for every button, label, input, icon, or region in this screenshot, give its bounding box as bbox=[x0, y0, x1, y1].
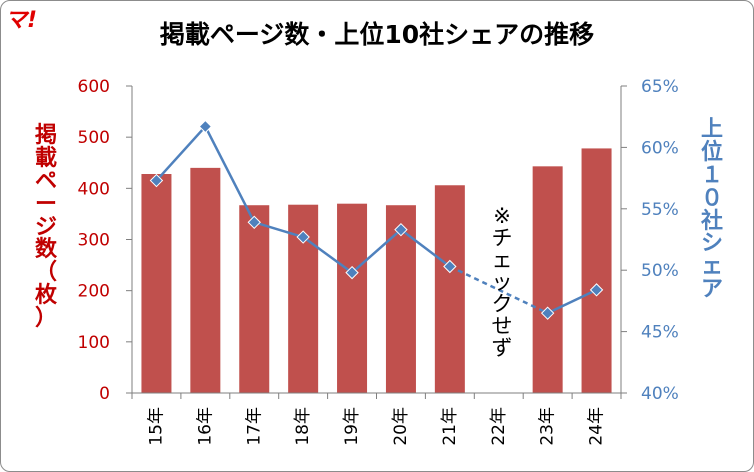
x-tick-label: 20年 bbox=[391, 407, 411, 446]
line-segment bbox=[351, 228, 402, 274]
right-tick-label: 45% bbox=[641, 323, 679, 343]
left-tick-label: 600 bbox=[78, 77, 110, 97]
bar-series bbox=[141, 148, 612, 393]
bar-15年 bbox=[141, 174, 172, 393]
line-point-16年 bbox=[198, 119, 213, 134]
line-point-17年 bbox=[247, 215, 261, 230]
axes bbox=[126, 85, 627, 399]
bar-21年 bbox=[434, 185, 465, 393]
bar-23年 bbox=[532, 166, 563, 393]
line-segment bbox=[204, 125, 256, 223]
line-point-24年 bbox=[589, 283, 604, 297]
line-segment bbox=[400, 228, 451, 268]
left-tick-label: 0 bbox=[99, 384, 110, 404]
bar-19年 bbox=[337, 203, 368, 393]
left-axis-ticks: 600 500 400 300 200 100 0 bbox=[78, 77, 110, 404]
x-tick-label: 23年 bbox=[538, 407, 558, 446]
bar-24年 bbox=[581, 148, 612, 393]
x-tick-label: 24年 bbox=[587, 407, 607, 446]
right-tick-label: 65% bbox=[641, 77, 679, 97]
line-point-21年 bbox=[443, 259, 457, 274]
left-tick-label: 300 bbox=[78, 231, 110, 251]
line-segment-dashed bbox=[449, 265, 549, 315]
bar-17年 bbox=[239, 205, 270, 393]
right-axis-ticks: 65% 60% 55% 50% 45% 40% bbox=[641, 77, 679, 404]
left-tick-label: 400 bbox=[78, 179, 110, 199]
right-tick-label: 55% bbox=[641, 200, 679, 220]
x-tick-label: 21年 bbox=[440, 407, 460, 446]
left-tick-label: 100 bbox=[78, 333, 110, 353]
x-tick-label: 17年 bbox=[244, 407, 264, 446]
right-tick-label: 50% bbox=[641, 261, 679, 281]
annotation-not-checked: ※ チェックせず bbox=[491, 204, 513, 361]
line-point-23年 bbox=[540, 306, 555, 320]
x-tick-label: 18年 bbox=[293, 407, 313, 446]
left-tick-label: 200 bbox=[78, 282, 110, 302]
logo: マ! bbox=[5, 8, 38, 33]
left-tick-label: 500 bbox=[78, 128, 110, 148]
line-point-15年 bbox=[149, 173, 164, 188]
x-tick-label: 16年 bbox=[195, 407, 215, 446]
x-axis-ticks: 15年 16年 17年 18年 19年 20年 21年 22年 23年 24年 bbox=[146, 407, 606, 446]
right-tick-label: 40% bbox=[641, 384, 679, 404]
y-axis-label-left: 掲載ページ数（枚） bbox=[34, 123, 57, 331]
line-segment bbox=[547, 288, 598, 315]
chart-title: 掲載ページ数・上位10社シェアの推移 bbox=[159, 20, 595, 49]
x-tick-label: 19年 bbox=[342, 407, 362, 446]
x-tick-label: 22年 bbox=[489, 407, 509, 446]
bar-16年 bbox=[190, 167, 221, 393]
line-point-18年 bbox=[296, 230, 310, 244]
right-tick-label: 60% bbox=[641, 138, 679, 158]
x-tick-label: 15年 bbox=[146, 407, 166, 446]
line-series bbox=[149, 119, 604, 320]
line-segment bbox=[155, 125, 207, 182]
line-point-20年 bbox=[394, 222, 408, 237]
line-point-19年 bbox=[345, 265, 359, 280]
line-segment bbox=[253, 221, 304, 239]
line-segment bbox=[302, 236, 353, 274]
